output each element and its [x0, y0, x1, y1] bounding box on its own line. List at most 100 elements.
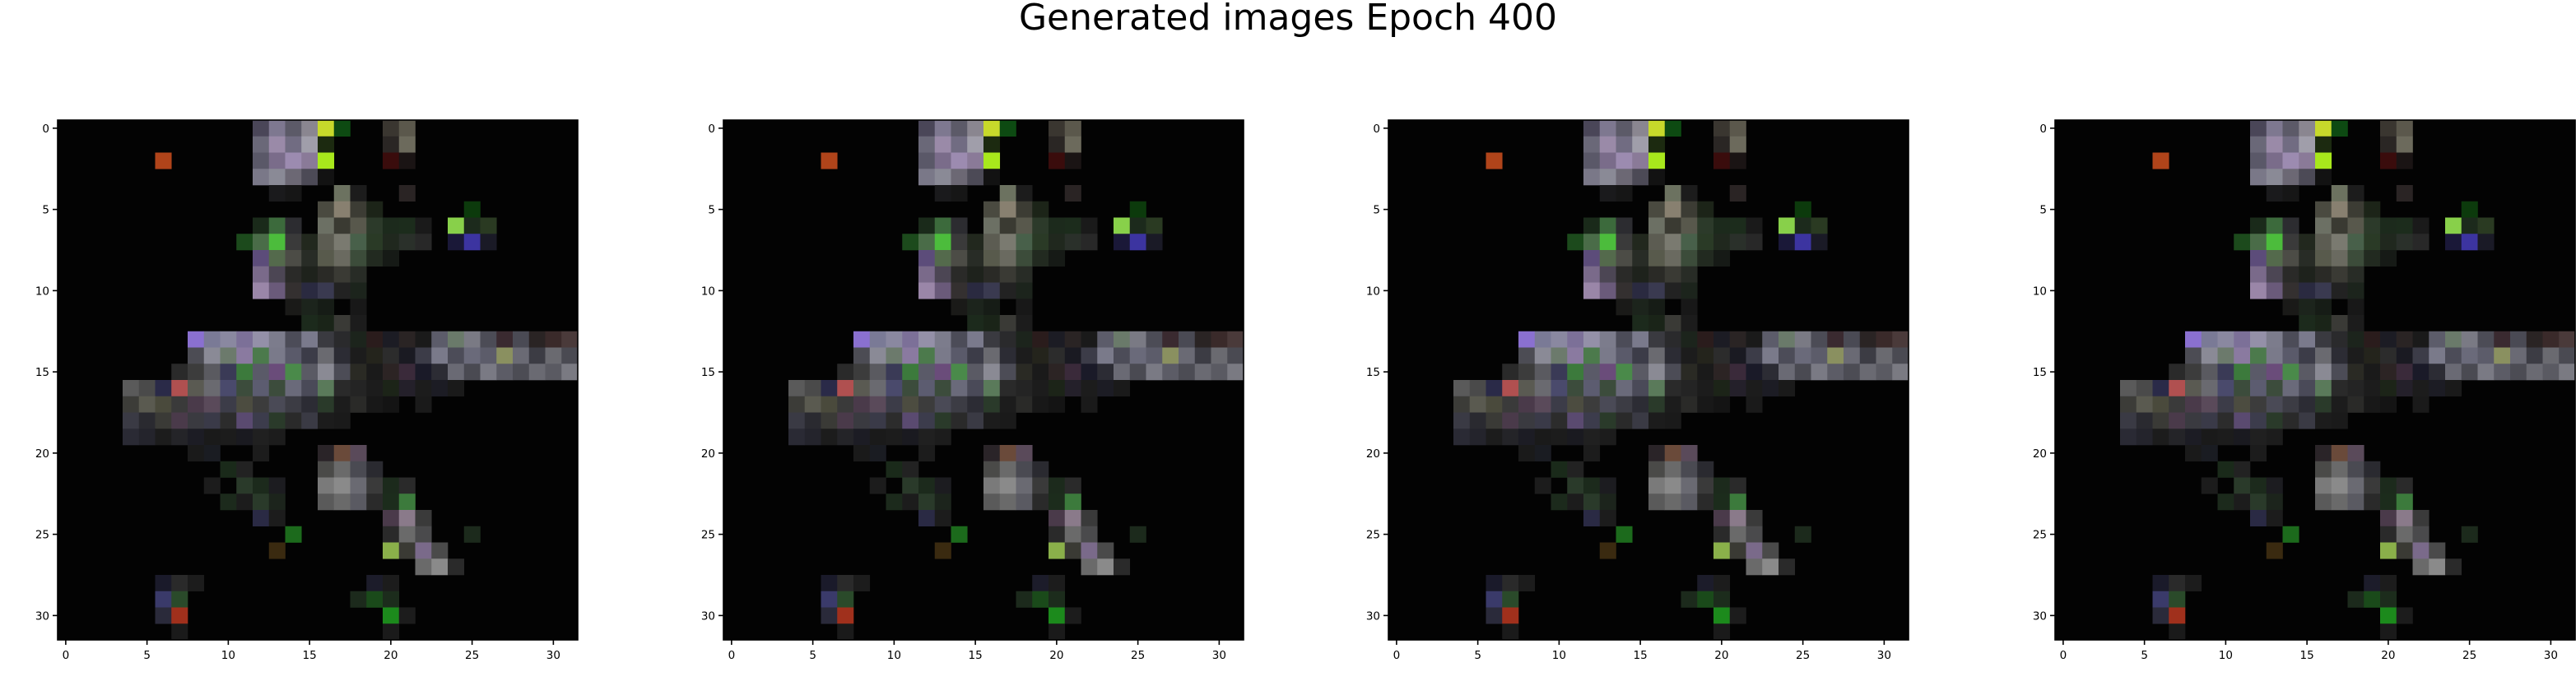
image-pixel — [2396, 185, 2413, 202]
image-pixel — [480, 364, 497, 381]
image-pixel — [1681, 396, 1698, 413]
image-pixel — [1697, 364, 1714, 381]
image-pixel — [1664, 412, 1681, 429]
image-pixel — [1211, 347, 1228, 364]
image-pixel — [415, 347, 432, 364]
image-pixel — [253, 169, 270, 186]
image-pixel — [2152, 429, 2169, 446]
image-pixel — [1599, 217, 1616, 234]
image-pixel — [2364, 477, 2381, 494]
image-pixel — [1811, 234, 1828, 251]
image-pixel — [2169, 429, 2186, 446]
image-pixel — [1534, 429, 1551, 446]
image-pixel — [951, 347, 968, 364]
image-pixel — [253, 152, 270, 169]
image-pixel — [1697, 477, 1714, 494]
image-pixel — [837, 364, 854, 381]
image-pixel — [2396, 347, 2413, 364]
image-pixel — [2347, 185, 2364, 202]
image-pixel — [2380, 136, 2397, 153]
image-pixel — [2185, 331, 2202, 348]
image-pixel — [448, 234, 465, 251]
image-pixel — [1616, 234, 1633, 251]
image-pixel — [480, 347, 497, 364]
image-pixel — [268, 493, 286, 511]
image-pixel — [918, 429, 936, 446]
image-pixel — [1486, 575, 1503, 592]
image-pixel — [869, 380, 886, 397]
image-pixel — [2234, 493, 2251, 511]
image-pixel — [1129, 526, 1146, 543]
image-pixel — [1016, 461, 1033, 478]
image-pixel — [398, 477, 416, 494]
image-pixel — [886, 461, 903, 478]
image-pixel — [1713, 364, 1731, 381]
image-pixel — [999, 461, 1016, 478]
image-pixel — [431, 380, 449, 397]
image-pixel — [333, 445, 351, 462]
image-pixel — [350, 461, 367, 478]
image-pixel — [1876, 331, 1893, 348]
image-pixel — [869, 331, 886, 348]
image-pixel — [2250, 266, 2267, 283]
image-pixel — [1049, 234, 1066, 251]
image-pixel — [1762, 380, 1779, 397]
image-pixel — [1146, 331, 1163, 348]
image-pixel — [2234, 477, 2251, 494]
image-pixel — [2315, 331, 2332, 348]
image-pixel — [1583, 347, 1601, 364]
image-pixel — [333, 266, 351, 283]
image-pixel — [318, 477, 335, 494]
image-pixel — [1016, 185, 1033, 202]
image-pixel — [1779, 558, 1796, 576]
image-pixel — [383, 396, 400, 413]
image-pixel — [1502, 607, 1519, 624]
image-pixel — [2234, 461, 2251, 478]
image-pixel — [2266, 136, 2283, 153]
image-pixel — [318, 364, 335, 381]
image-pixel — [1146, 347, 1163, 364]
image-pixel — [2477, 347, 2495, 364]
image-pixel — [2250, 136, 2267, 153]
image-pixel — [2315, 299, 2332, 316]
image-pixel — [1114, 347, 1131, 364]
image-pixel — [2315, 461, 2332, 478]
image-pixel — [1729, 526, 1746, 543]
image-pixel — [398, 217, 416, 234]
image-pixel — [1599, 136, 1616, 153]
image-pixel — [253, 217, 270, 234]
image-pixel — [886, 493, 903, 511]
image-pixel — [1534, 412, 1551, 429]
image-pixel — [2510, 331, 2527, 348]
image-pixel — [383, 623, 400, 641]
image-pixel — [951, 136, 968, 153]
image-pixel — [1129, 217, 1146, 234]
image-pixel — [853, 575, 871, 592]
image-pixel — [1681, 201, 1698, 218]
image-pixel — [1551, 429, 1568, 446]
image-pixel — [1567, 234, 1584, 251]
image-pixel — [2477, 364, 2495, 381]
image-pixel — [1697, 234, 1714, 251]
image-pixel — [1859, 364, 1876, 381]
image-pixel — [350, 445, 367, 462]
image-pixel — [2185, 364, 2202, 381]
image-pixel — [1032, 396, 1049, 413]
image-pixel — [383, 607, 400, 624]
image-pixel — [1811, 364, 1828, 381]
image-pixel — [383, 136, 400, 153]
image-pixel — [415, 331, 432, 348]
image-pixel — [1648, 152, 1666, 169]
image-pixel — [1567, 331, 1584, 348]
image-pixel — [1876, 364, 1893, 381]
image-pixel — [1567, 493, 1584, 511]
image-pixel — [869, 445, 886, 462]
image-pixel — [1892, 347, 1909, 364]
image-pixel — [1616, 152, 1633, 169]
image-pixel — [1664, 266, 1681, 283]
image-pixel — [1729, 185, 1746, 202]
image-pixel — [1779, 331, 1796, 348]
image-pixel — [2250, 120, 2267, 137]
image-pixel — [253, 396, 270, 413]
image-pixel — [236, 396, 253, 413]
